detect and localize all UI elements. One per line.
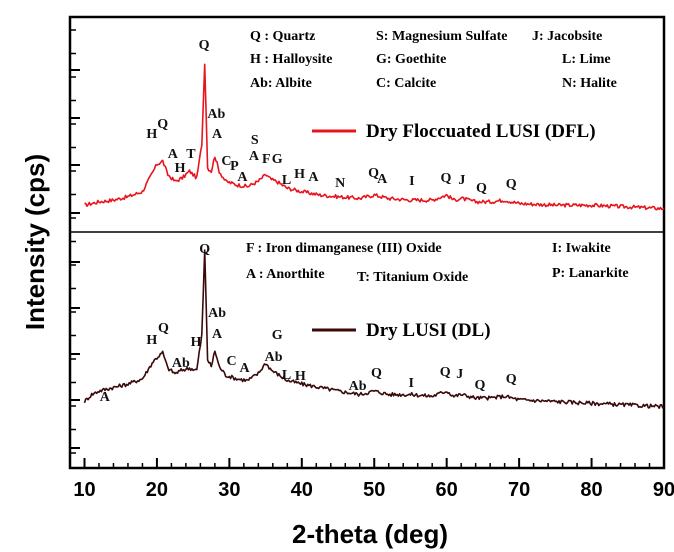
peak-label-dl: C	[226, 354, 236, 369]
peak-label-dl: Q	[475, 378, 486, 393]
peak-label-dfl: Q	[157, 117, 168, 132]
peak-label-dfl: S	[251, 133, 259, 148]
x-tick-label: 60	[436, 479, 458, 501]
phase-key-entry: S: Magnesium Sulfate	[376, 29, 507, 44]
x-axis-title: 2-theta (deg)	[292, 519, 448, 549]
peak-label-dfl: A	[377, 172, 388, 187]
phase-key: Q : Quartz H : Halloysite Ab: Albite S: Mag…	[246, 29, 629, 285]
phase-key-entry: I: Iwakite	[552, 241, 611, 256]
x-tick-label: 90	[653, 479, 674, 501]
legend-label-dfl: Dry Floccuated LUSI (DFL)	[366, 121, 596, 142]
phase-key-entry: T: Titanium Oxide	[357, 270, 468, 285]
peak-label-dl: J	[456, 367, 463, 382]
y-axis-title: Intensity (cps)	[20, 154, 50, 330]
peak-label-dl: Ab	[172, 356, 190, 371]
peak-label-dfl: Q	[476, 181, 487, 196]
x-tick-label: 70	[508, 479, 530, 501]
peak-label-dl: H	[191, 335, 202, 350]
peak-label-dl: G	[272, 328, 283, 343]
peak-label-dfl: A	[212, 127, 223, 142]
peak-label-dfl: H	[175, 161, 186, 176]
peak-label-dfl: N	[335, 176, 345, 191]
phase-key-entry: J: Jacobsite	[532, 29, 602, 44]
peak-label-dl: A	[100, 390, 111, 405]
phase-key-entry: Ab: Albite	[250, 76, 312, 91]
peak-label-dl: H	[146, 333, 157, 348]
peak-label-dfl: H	[146, 127, 157, 142]
peak-label-dfl: Q	[441, 171, 452, 186]
x-tick-label: 20	[146, 479, 168, 501]
legend-label-dl: Dry LUSI (DL)	[366, 320, 491, 341]
peak-label-dl: Ab	[265, 350, 283, 365]
phase-key-entry: H : Halloysite	[250, 52, 332, 67]
x-tick-label: 30	[218, 479, 240, 501]
peak-label-dfl: L	[282, 173, 291, 188]
peak-label-dl: L	[282, 368, 291, 383]
peak-label-dfl: F	[262, 152, 271, 167]
phase-key-entry: L: Lime	[562, 52, 611, 67]
x-tick-label: 40	[291, 479, 313, 501]
peak-label-dfl: H	[294, 167, 305, 182]
phase-key-entry: Q : Quartz	[250, 29, 315, 44]
series-legend: Dry Floccuated LUSI (DFL) Dry LUSI (DL)	[312, 121, 596, 341]
x-tick-labels: 10 20 30 40 50 60 70 80 90	[73, 479, 674, 501]
peak-label-dl: Ab	[349, 379, 367, 394]
peak-label-dl: Q	[440, 365, 451, 380]
peak-label-dl: Q	[371, 366, 382, 381]
x-tick-label: 50	[363, 479, 385, 501]
peak-label-dfl: I	[409, 174, 414, 189]
peak-label-dl: Q	[506, 372, 517, 387]
peak-label-dl: Q	[199, 242, 210, 257]
phase-key-entry: N: Halite	[562, 76, 617, 91]
peak-label-dfl: G	[272, 152, 283, 167]
x-tick-label: 80	[580, 479, 602, 501]
phase-key-entry: A : Anorthite	[246, 267, 325, 282]
peak-label-dl: A	[212, 327, 223, 342]
peak-label-dfl: J	[458, 173, 465, 188]
phase-key-entry: C: Calcite	[376, 76, 436, 91]
peak-label-dfl: A	[249, 149, 260, 164]
phase-key-entry: F : Iron dimanganese (III) Oxide	[246, 241, 442, 256]
peak-label-dfl: T	[186, 147, 196, 162]
peak-label-dfl: A	[308, 170, 319, 185]
phase-key-entry: G: Goethite	[376, 52, 446, 67]
phase-key-entry: P: Lanarkite	[552, 266, 629, 281]
peak-label-dfl: A	[168, 147, 179, 162]
peak-label-dfl: Ab	[207, 107, 225, 122]
peak-label-dfl: Q	[199, 38, 210, 53]
peak-label-dl: I	[408, 376, 413, 391]
peak-label-dl: Q	[158, 321, 169, 336]
peak-label-dl: H	[295, 369, 306, 384]
peak-label-dfl: A	[237, 170, 248, 185]
peak-label-dl: A	[240, 361, 251, 376]
x-tick-label: 10	[73, 479, 95, 501]
peak-label-dfl: Q	[506, 177, 517, 192]
peak-label-dl: Ab	[208, 306, 226, 321]
